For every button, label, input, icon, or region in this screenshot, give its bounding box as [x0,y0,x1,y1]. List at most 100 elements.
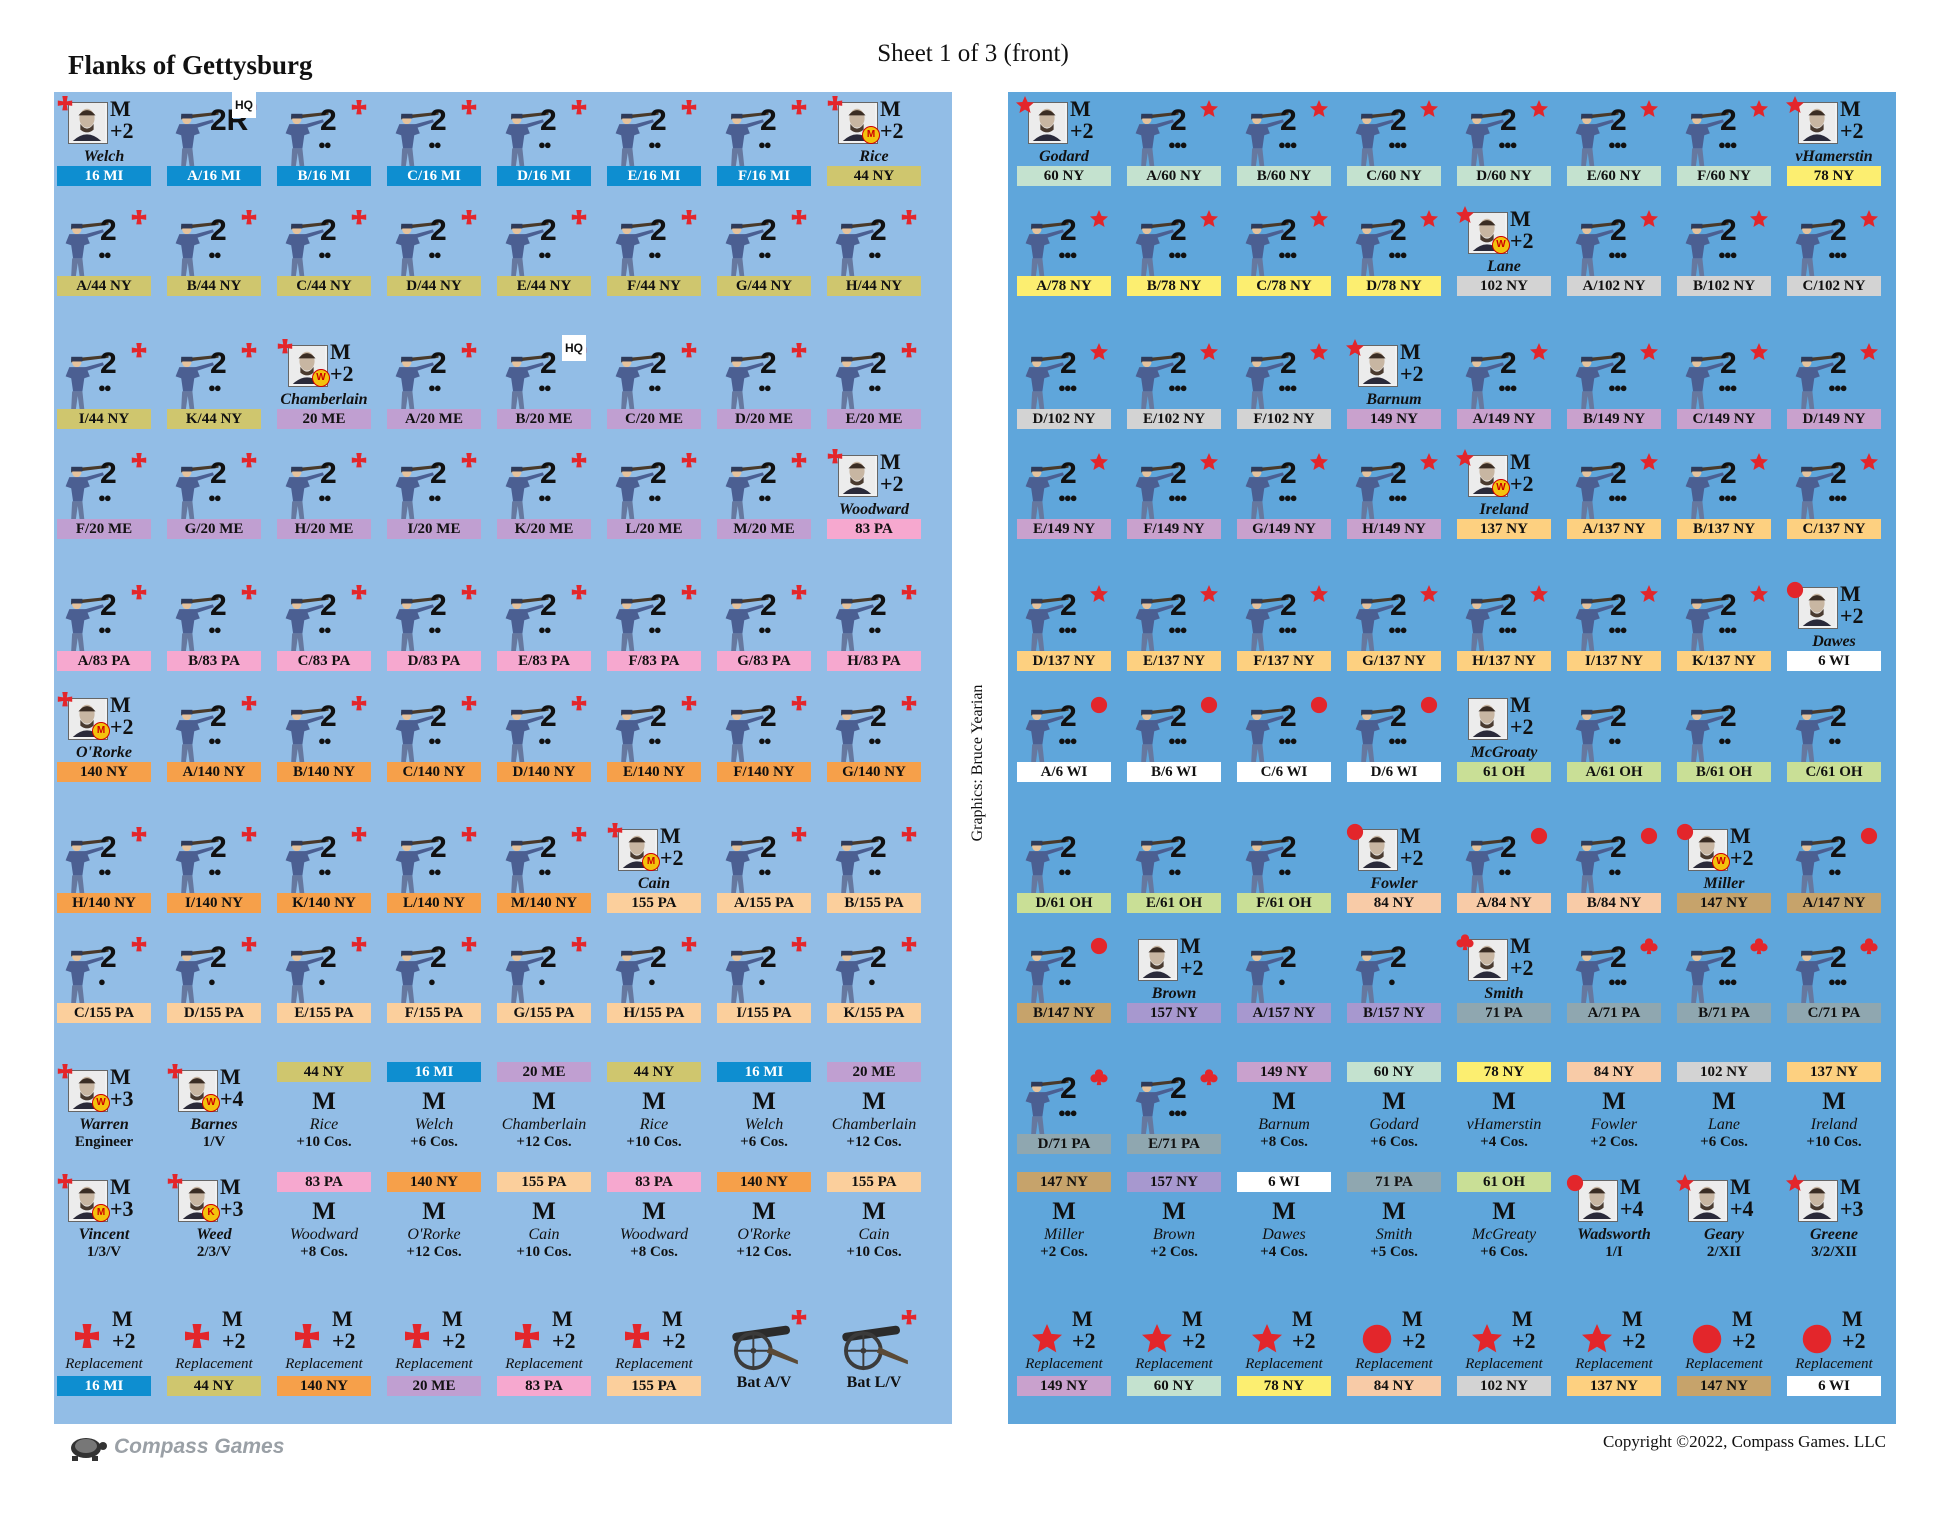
counter-unit[interactable]: 2 ● B/157 NY [1344,929,1444,1025]
counter-unit[interactable]: 2 ●● C/83 PA [274,577,374,673]
counter-unit[interactable]: 2 ●● G/140 NY [824,688,924,784]
counter-leader[interactable]: W M +4 Barnes 1/V [164,1060,264,1156]
counter-leader[interactable]: M +4 Wadsworth 1/I [1564,1170,1664,1266]
counter-unit[interactable]: 2 ●● B/147 NY [1014,929,1114,1025]
counter-unit[interactable]: 2 ●● F/83 PA [604,577,704,673]
counter-unit[interactable]: 2 ● H/155 PA [604,929,704,1025]
counter-repl[interactable]: M +2 Replacement 137 NY [1564,1302,1664,1398]
counter-leader[interactable]: M +2 Godard 60 NY [1014,92,1114,188]
counter-unit[interactable]: 2 ●● D/16 MI [494,92,594,188]
counter-marker[interactable]: 140 NY M O'Rorke +12 Cos. [384,1170,484,1266]
counter-unit[interactable]: 2 ●● E/44 NY [494,202,594,298]
counter-marker[interactable]: 44 NY M Rice +10 Cos. [604,1060,704,1156]
counter-unit[interactable]: 2 ●● H/140 NY [54,819,154,915]
counter-marker[interactable]: 16 MI M Welch +6 Cos. [384,1060,484,1156]
counter-unit[interactable]: 2 ●● L/140 NY [384,819,484,915]
counter-unit[interactable]: 2 ●● F/61 OH [1234,819,1334,915]
counter-unit[interactable]: 2 ●● A/83 PA [54,577,154,673]
counter-unit[interactable]: 2 ●● D/44 NY [384,202,484,298]
counter-unit[interactable]: 2 ●●● C/137 NY [1784,445,1884,541]
counter-unit[interactable]: 2 ●● A/44 NY [54,202,154,298]
counter-repl[interactable]: M +2 Replacement 147 NY [1674,1302,1774,1398]
counter-marker[interactable]: 20 ME M Chamberlain +12 Cos. [494,1060,594,1156]
counter-unit[interactable]: 2 ●●● E/137 NY [1124,577,1224,673]
counter-unit[interactable]: 2 ●●● B/60 NY [1234,92,1334,188]
counter-unit[interactable]: 2 ●●● K/137 NY [1674,577,1774,673]
counter-unit[interactable]: 2 ●●● A/137 NY [1564,445,1664,541]
counter-leader[interactable]: M M +2 Cain 155 PA [604,819,704,915]
counter-marker[interactable]: 61 OH M McGreaty +6 Cos. [1454,1170,1554,1266]
counter-unit[interactable]: 2 ●●● E/102 NY [1124,335,1224,431]
counter-unit[interactable]: 2 ●● K/140 NY [274,819,374,915]
counter-repl[interactable]: M +2 Replacement 44 NY [164,1302,264,1398]
counter-unit[interactable]: 2 ●●● A/60 NY [1124,92,1224,188]
counter-unit[interactable]: 2 ●● H/20 ME [274,445,374,541]
counter-marker[interactable]: 140 NY M O'Rorke +12 Cos. [714,1170,814,1266]
counter-unit[interactable]: 2 ● I/155 PA [714,929,814,1025]
counter-unit[interactable]: 2 ● G/155 PA [494,929,594,1025]
counter-repl[interactable]: M +2 Replacement 78 NY [1234,1302,1334,1398]
counter-unit[interactable]: 2 ●●● E/149 NY [1014,445,1114,541]
counter-leader[interactable]: M +3 Greene 3/2/XII [1784,1170,1884,1266]
counter-bat[interactable]: Bat L/V [824,1302,924,1398]
counter-marker[interactable]: 155 PA M Cain +10 Cos. [494,1170,594,1266]
counter-repl[interactable]: M +2 Replacement 60 NY [1124,1302,1224,1398]
counter-unit[interactable]: 2 ●●● A/149 NY [1454,335,1554,431]
counter-marker[interactable]: 20 ME M Chamberlain +12 Cos. [824,1060,924,1156]
counter-leader[interactable]: W M +2 Chamberlain 20 ME [274,335,374,431]
counter-leader[interactable]: M +2 McGroaty 61 OH [1454,688,1554,784]
counter-unit[interactable]: 2 ●●● C/71 PA [1784,929,1884,1025]
counter-unit[interactable]: 2 ●● B/83 PA [164,577,264,673]
counter-unit[interactable]: 2R HQ A/16 MI [164,92,264,188]
counter-unit[interactable]: 2 ●● B/61 OH [1674,688,1774,784]
counter-leader[interactable]: M +2 Dawes 6 WI [1784,577,1884,673]
counter-unit[interactable]: 2 ●● F/140 NY [714,688,814,784]
counter-unit[interactable]: 2 ●● I/140 NY [164,819,264,915]
counter-unit[interactable]: 2 ● E/155 PA [274,929,374,1025]
counter-unit[interactable]: 2 ●●● E/60 NY [1564,92,1664,188]
counter-marker[interactable]: 157 NY M Brown +2 Cos. [1124,1170,1224,1266]
counter-marker[interactable]: 16 MI M Welch +6 Cos. [714,1060,814,1156]
counter-unit[interactable]: 2 ● F/155 PA [384,929,484,1025]
counter-unit[interactable]: 2 ●●● C/102 NY [1784,202,1884,298]
counter-unit[interactable]: 2 ●● D/61 OH [1014,819,1114,915]
counter-marker[interactable]: 137 NY M Ireland +10 Cos. [1784,1060,1884,1156]
counter-unit[interactable]: 2 ●●● C/149 NY [1674,335,1774,431]
counter-unit[interactable]: 2 ●●● B/137 NY [1674,445,1774,541]
counter-unit[interactable]: 2 ●● B/155 PA [824,819,924,915]
counter-unit[interactable]: 2 ●● M/140 NY [494,819,594,915]
counter-unit[interactable]: 2 ●●● D/149 NY [1784,335,1884,431]
counter-unit[interactable]: 2 ●●● C/78 NY [1234,202,1334,298]
counter-unit[interactable]: 2 ●● I/20 ME [384,445,484,541]
counter-marker[interactable]: 84 NY M Fowler +2 Cos. [1564,1060,1664,1156]
counter-unit[interactable]: 2 ●●● D/102 NY [1014,335,1114,431]
counter-unit[interactable]: 2 ●●● E/71 PA [1124,1060,1224,1156]
counter-unit[interactable]: 2 ● D/155 PA [164,929,264,1025]
counter-leader[interactable]: K M +3 Weed 2/3/V [164,1170,264,1266]
counter-unit[interactable]: 2 ●●● D/60 NY [1454,92,1554,188]
counter-unit[interactable]: 2 ●●● B/6 WI [1124,688,1224,784]
counter-unit[interactable]: 2 ●●● H/137 NY [1454,577,1554,673]
counter-unit[interactable]: 2 ●● G/20 ME [164,445,264,541]
counter-unit[interactable]: 2 ●●● A/78 NY [1014,202,1114,298]
counter-marker[interactable]: 155 PA M Cain +10 Cos. [824,1170,924,1266]
counter-unit[interactable]: 2 ●● F/20 ME [54,445,154,541]
counter-unit[interactable]: 2 ●●● C/60 NY [1344,92,1444,188]
counter-unit[interactable]: 2 ●● D/140 NY [494,688,594,784]
counter-leader[interactable]: M +2 Fowler 84 NY [1344,819,1444,915]
counter-unit[interactable]: 2 ●●● B/78 NY [1124,202,1224,298]
counter-unit[interactable]: 2 ●● H/44 NY [824,202,924,298]
counter-unit[interactable]: 2 ●●● C/6 WI [1234,688,1334,784]
counter-unit[interactable]: 2 ●● M/20 ME [714,445,814,541]
counter-marker[interactable]: 147 NY M Miller +2 Cos. [1014,1170,1114,1266]
counter-repl[interactable]: M +2 Replacement 16 MI [54,1302,154,1398]
counter-unit[interactable]: 2 ●● E/16 MI [604,92,704,188]
counter-unit[interactable]: 2 ●● L/20 ME [604,445,704,541]
counter-unit[interactable]: 2 ●●● D/71 PA [1014,1060,1114,1156]
counter-unit[interactable]: 2 ●●● B/102 NY [1674,202,1774,298]
counter-unit[interactable]: 2 ●● A/140 NY [164,688,264,784]
counter-unit[interactable]: 2 ●● B/16 MI [274,92,374,188]
counter-unit[interactable]: 2 ●●● B/71 PA [1674,929,1774,1025]
counter-unit[interactable]: 2 ●● G/83 PA [714,577,814,673]
